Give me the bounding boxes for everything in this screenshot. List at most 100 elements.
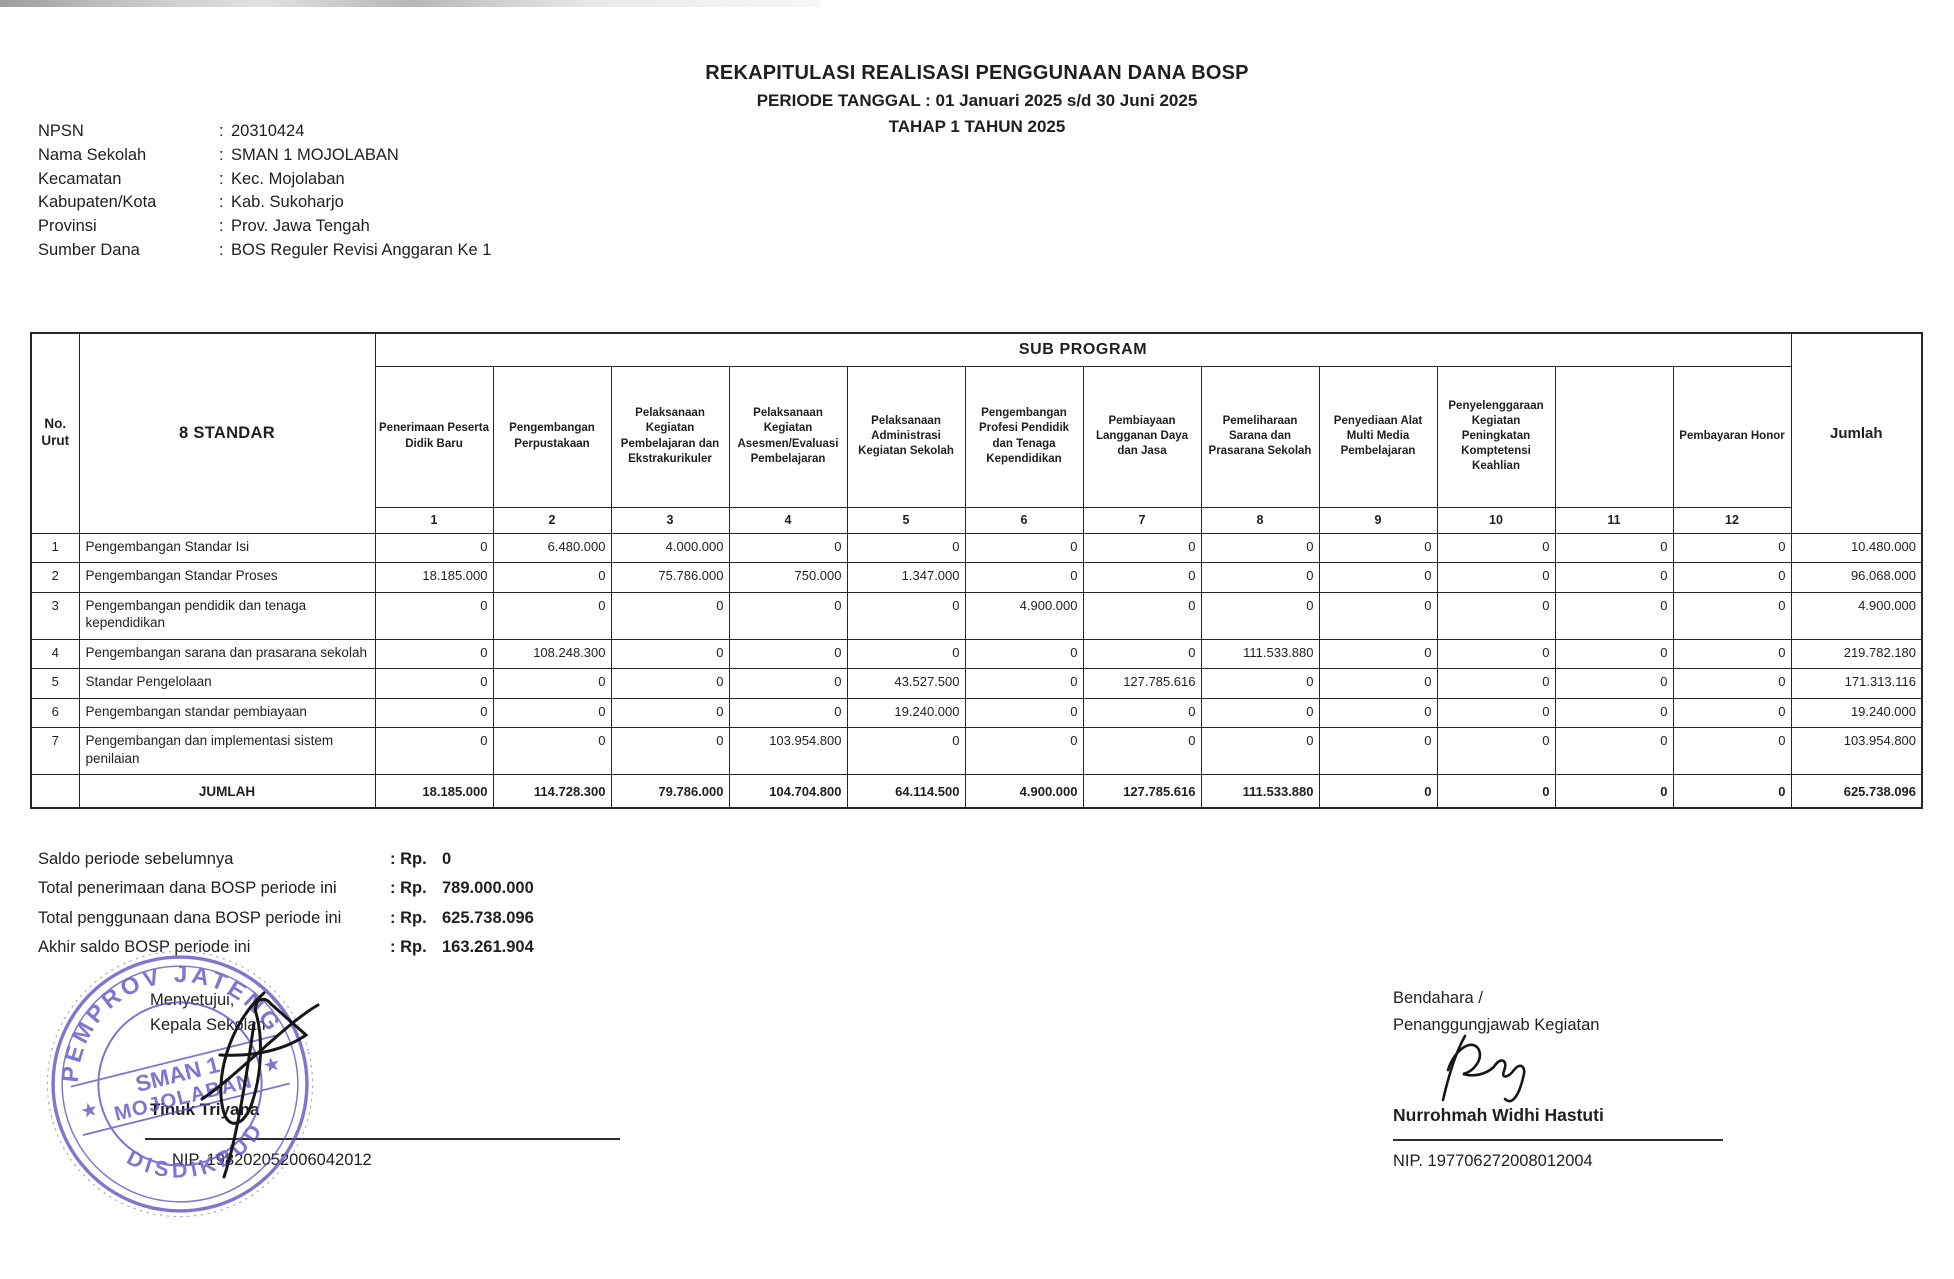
col-header-8-standar: 8 STANDAR bbox=[78, 332, 376, 534]
summary-row-saldo-awal: Saldo periode sebelumnya : Rp. 0 bbox=[38, 845, 534, 874]
info-label: NPSN bbox=[38, 122, 84, 140]
row-value: 0 bbox=[846, 727, 966, 776]
subprogram-column-header: Penerimaan Peserta Didik Baru bbox=[374, 365, 494, 508]
row-name: Pengembangan Standar Isi bbox=[78, 532, 376, 564]
info-separator: : bbox=[219, 169, 224, 188]
row-name: Pengembangan pendidik dan tenaga kependi… bbox=[78, 591, 376, 640]
total-value: 0 bbox=[1436, 774, 1556, 809]
subprogram-column-header: Pengembangan Perpustakaan bbox=[492, 365, 612, 508]
row-value: 0 bbox=[964, 638, 1084, 670]
left-signature-line1: Menyetujui, bbox=[150, 991, 235, 1009]
info-label: Sumber Dana bbox=[38, 240, 140, 259]
table-row: 6 Pengembangan standar pembiayaan 0 0 0 0 19.2… bbox=[30, 697, 1923, 729]
row-value: 0 bbox=[1200, 532, 1320, 564]
subprogram-column-header: Pelaksanaan Kegiatan Asesmen/Evaluasi Pe… bbox=[728, 365, 848, 508]
total-empty-cell bbox=[30, 774, 80, 809]
row-value: 0 bbox=[964, 697, 1084, 729]
row-value: 0 bbox=[610, 697, 730, 729]
row-value: 0 bbox=[492, 727, 612, 776]
row-value: 0 bbox=[1082, 591, 1202, 640]
subprogram-column-header bbox=[1554, 365, 1674, 508]
row-jumlah: 103.954.800 bbox=[1790, 727, 1923, 776]
row-jumlah: 219.782.180 bbox=[1790, 638, 1923, 670]
document-header: REKAPITULASI REALISASI PENGGUNAAN DANA B… bbox=[0, 62, 1954, 137]
row-value: 0 bbox=[492, 562, 612, 593]
total-value: 127.785.616 bbox=[1082, 774, 1202, 809]
row-value: 0 bbox=[1554, 668, 1674, 699]
summary-row-penggunaan: Total penggunaan dana BOSP periode ini :… bbox=[38, 904, 534, 933]
row-jumlah: 10.480.000 bbox=[1790, 532, 1923, 564]
summary-label: Total penggunaan dana BOSP periode ini bbox=[38, 908, 342, 927]
row-value: 0 bbox=[374, 727, 494, 776]
subprogram-column-header: Pembayaran Honor bbox=[1672, 365, 1792, 508]
row-name: Standar Pengelolaan bbox=[78, 668, 376, 699]
summary-currency: : Rp. bbox=[390, 879, 427, 898]
row-value: 0 bbox=[374, 532, 494, 564]
page-subtitle-phase: TAHAP 1 TAHUN 2025 bbox=[888, 117, 1066, 136]
info-separator: : bbox=[219, 145, 224, 164]
row-value: 4.000.000 bbox=[610, 532, 730, 564]
subprogram-column-number: 7 bbox=[1082, 506, 1202, 534]
no-urut-line1: No. bbox=[44, 416, 67, 432]
row-value: 111.533.880 bbox=[1200, 638, 1320, 670]
row-value: 0 bbox=[610, 668, 730, 699]
row-value: 0 bbox=[728, 591, 848, 640]
row-value: 0 bbox=[728, 668, 848, 699]
summary-row-saldo-akhir: Akhir saldo BOSP periode ini : Rp. 163.2… bbox=[38, 933, 534, 962]
row-value: 0 bbox=[1318, 562, 1438, 593]
left-signature-image bbox=[200, 991, 320, 1179]
left-signature-rule bbox=[145, 1138, 620, 1140]
row-value: 0 bbox=[1200, 697, 1320, 729]
row-value: 0 bbox=[1082, 727, 1202, 776]
row-name: Pengembangan Standar Proses bbox=[78, 562, 376, 593]
subprogram-column-number: 8 bbox=[1200, 506, 1320, 534]
subprogram-column-header: Pelaksanaan Kegiatan Pembelajaran dan Ek… bbox=[610, 365, 730, 508]
summary-label: Akhir saldo BOSP periode ini bbox=[38, 938, 251, 957]
row-value: 0 bbox=[1554, 697, 1674, 729]
total-value: 0 bbox=[1318, 774, 1438, 809]
row-value: 0 bbox=[1436, 532, 1556, 564]
row-value: 0 bbox=[1318, 727, 1438, 776]
subprogram-column-header: Pelaksanaan Administrasi Kegiatan Sekola… bbox=[846, 365, 966, 508]
info-row-sumber-dana: Sumber Dana : BOS Reguler Revisi Anggara… bbox=[38, 239, 491, 263]
row-value: 1.347.000 bbox=[846, 562, 966, 593]
summary-value: 0 bbox=[442, 850, 452, 868]
right-signature-line2: Penanggungjawab Kegiatan bbox=[1393, 1016, 1600, 1034]
row-value: 0 bbox=[1672, 668, 1792, 699]
subprogram-column-number: 2 bbox=[492, 506, 612, 534]
info-label: Kabupaten/Kota bbox=[38, 193, 157, 212]
subprogram-column-number: 6 bbox=[964, 506, 1084, 534]
realization-table-wrap: No. Urut 8 STANDAR SUB PROGRAM Jumlah Pe… bbox=[30, 332, 1924, 809]
row-value: 0 bbox=[964, 727, 1084, 776]
row-value: 0 bbox=[374, 591, 494, 640]
row-number: 2 bbox=[30, 562, 80, 593]
row-jumlah: 96.068.000 bbox=[1790, 562, 1923, 593]
info-separator: : bbox=[219, 122, 224, 140]
row-value: 0 bbox=[1672, 697, 1792, 729]
row-value: 43.527.500 bbox=[846, 668, 966, 699]
info-row-provinsi: Provinsi : Prov. Jawa Tengah bbox=[38, 215, 491, 239]
row-value: 0 bbox=[492, 697, 612, 729]
total-value: 111.533.880 bbox=[1200, 774, 1320, 809]
row-number: 7 bbox=[30, 727, 80, 776]
summary-label: Saldo periode sebelumnya bbox=[38, 850, 234, 868]
row-value: 0 bbox=[1318, 638, 1438, 670]
realization-table: No. Urut 8 STANDAR SUB PROGRAM Jumlah Pe… bbox=[30, 332, 1924, 809]
row-value: 0 bbox=[1554, 532, 1674, 564]
page-subtitle-period: PERIODE TANGGAL : 01 Januari 2025 s/d 30… bbox=[756, 91, 1198, 110]
info-separator: : bbox=[219, 193, 224, 212]
info-value: Kab. Sukoharjo bbox=[231, 193, 344, 212]
row-value: 0 bbox=[1436, 697, 1556, 729]
summary-currency: : Rp. bbox=[390, 938, 427, 957]
row-value: 0 bbox=[1200, 727, 1320, 776]
info-label: Kecamatan bbox=[38, 169, 122, 188]
row-value: 0 bbox=[1554, 638, 1674, 670]
row-value: 0 bbox=[610, 727, 730, 776]
info-row-kabupaten: Kabupaten/Kota : Kab. Sukoharjo bbox=[38, 191, 491, 215]
total-value: 114.728.300 bbox=[492, 774, 612, 809]
total-label: JUMLAH bbox=[78, 774, 376, 809]
row-value: 0 bbox=[964, 668, 1084, 699]
subprogram-column-number: 12 bbox=[1672, 506, 1792, 534]
total-value: 104.704.800 bbox=[728, 774, 848, 809]
row-number: 5 bbox=[30, 668, 80, 699]
